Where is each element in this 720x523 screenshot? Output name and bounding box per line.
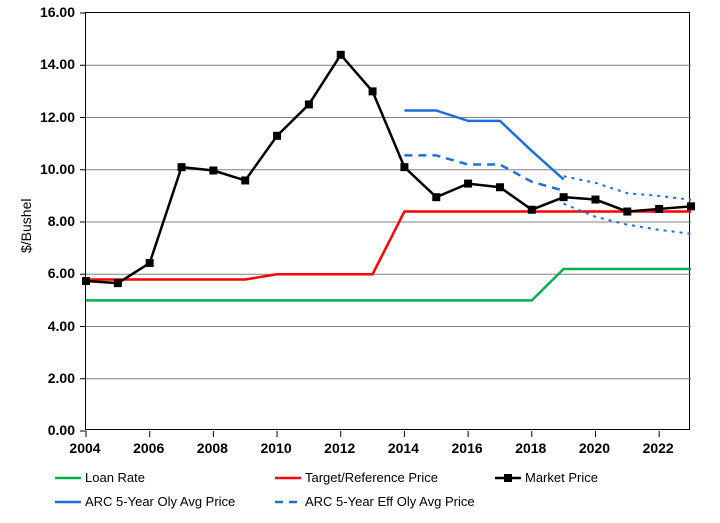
x-tick-label: 2016 [445,440,489,456]
marker-market [82,277,90,285]
x-tick-label: 2004 [63,440,107,456]
marker-market [209,167,217,175]
series-proj_upper [564,176,691,200]
marker-market [655,205,663,213]
x-tick-label: 2006 [127,440,171,456]
series-arc_5yr [404,110,563,179]
legend-entry-arc_5yr: ARC 5-Year Oly Avg Price [55,494,235,509]
y-tick-label: 12.00 [40,109,75,125]
y-axis-label: $/Bushel [18,199,34,253]
legend-label: Target/Reference Price [305,470,438,485]
x-tick-label: 2008 [190,440,234,456]
marker-market [591,196,599,204]
marker-market [623,208,631,216]
marker-market [464,180,472,188]
legend-label: Market Price [525,470,598,485]
marker-market [687,202,695,210]
marker-market [305,100,313,108]
marker-market [146,259,154,267]
legend: Loan Rate Target/Reference Price Market Pr… [45,464,685,516]
chart-frame: $/Bushel Loan Rate Target/Reference Price… [0,0,720,523]
y-tick-label: 2.00 [48,370,75,386]
marker-market [400,163,408,171]
marker-market [178,163,186,171]
legend-entry-loan_rate: Loan Rate [55,470,145,485]
legend-swatch [495,471,521,485]
marker-market [496,183,504,191]
legend-swatch [275,495,301,509]
plot-area [85,12,690,430]
marker-market [432,193,440,201]
legend-entry-market: Market Price [495,470,598,485]
plot-svg [86,13,691,431]
y-tick-label: 6.00 [48,265,75,281]
legend-entry-arc_eff: ARC 5-Year Eff Oly Avg Price [275,494,475,509]
y-tick-label: 4.00 [48,318,75,334]
marker-market [369,87,377,95]
x-tick-label: 2012 [318,440,362,456]
y-tick-label: 8.00 [48,213,75,229]
x-tick-label: 2014 [381,440,425,456]
x-tick-label: 2020 [572,440,616,456]
legend-swatch [275,471,301,485]
marker-market [114,279,122,287]
series-market [86,55,691,283]
legend-label: Loan Rate [85,470,145,485]
legend-label: ARC 5-Year Eff Oly Avg Price [305,494,475,509]
y-tick-label: 14.00 [40,56,75,72]
y-tick-label: 16.00 [40,4,75,20]
legend-label: ARC 5-Year Oly Avg Price [85,494,235,509]
x-tick-label: 2018 [509,440,553,456]
legend-entry-target_ref: Target/Reference Price [275,470,438,485]
marker-market [273,132,281,140]
marker-market [241,176,249,184]
y-tick-label: 0.00 [48,422,75,438]
x-tick-label: 2010 [254,440,298,456]
legend-swatch [55,495,81,509]
marker-market [337,51,345,59]
legend-swatch [55,471,81,485]
series-loan_rate [86,269,691,300]
marker-market [528,206,536,214]
x-tick-label: 2022 [636,440,680,456]
y-tick-label: 10.00 [40,161,75,177]
marker-market [560,193,568,201]
